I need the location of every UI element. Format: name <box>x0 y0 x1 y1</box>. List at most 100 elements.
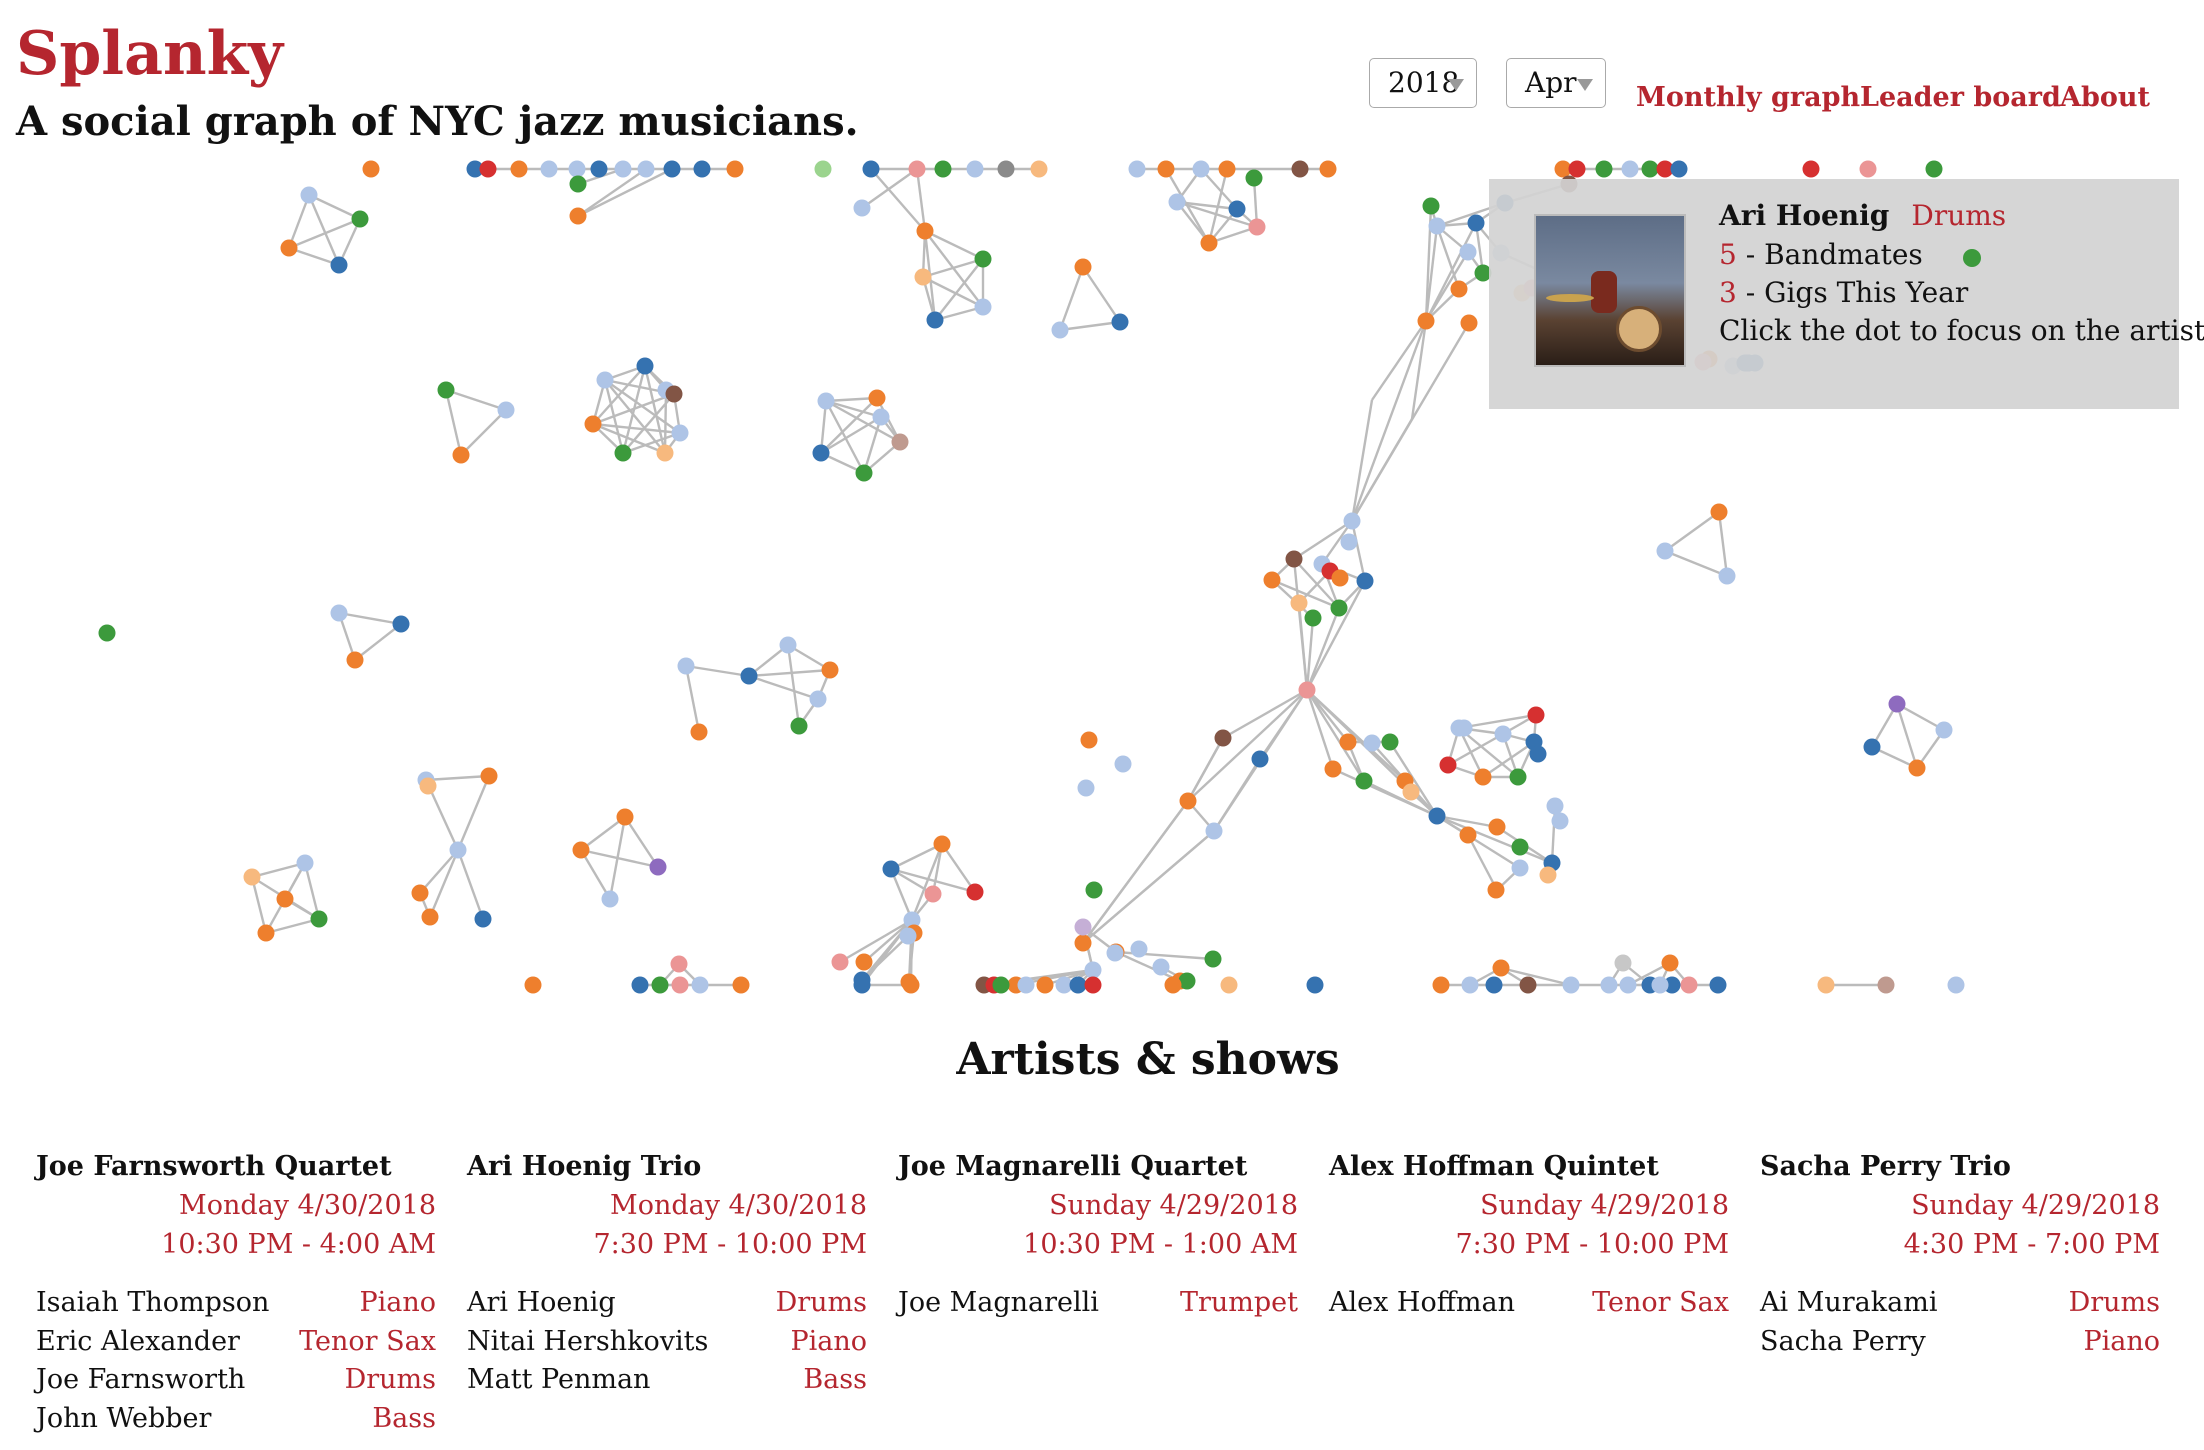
artist-node[interactable] <box>903 977 920 994</box>
artist-node[interactable] <box>1344 513 1361 530</box>
artist-node[interactable] <box>297 855 314 872</box>
artist-node[interactable] <box>652 977 669 994</box>
show-card[interactable]: Joe Magnarelli Quartet Sunday 4/29/2018 … <box>898 1148 1298 1323</box>
show-card[interactable]: Ari Hoenig Trio Monday 4/30/2018 7:30 PM… <box>467 1148 867 1400</box>
artist-node[interactable] <box>1547 798 1564 815</box>
member-row[interactable]: Ari Hoenig Drums <box>467 1284 867 1323</box>
artist-node[interactable] <box>244 869 261 886</box>
artist-node[interactable] <box>869 390 886 407</box>
year-select[interactable]: 2018 <box>1369 58 1477 108</box>
member-row[interactable]: Alex Hoffman Tenor Sax <box>1329 1284 1729 1323</box>
member-row[interactable]: Eric Alexander Tenor Sax <box>36 1323 436 1362</box>
artist-node[interactable] <box>363 161 380 178</box>
member-row[interactable]: Matt Penman Bass <box>467 1361 867 1400</box>
artist-node[interactable] <box>998 161 1015 178</box>
artist-node[interactable] <box>615 445 632 462</box>
artist-node[interactable] <box>1540 867 1557 884</box>
artist-node[interactable] <box>927 312 944 329</box>
artist-node[interactable] <box>1601 977 1618 994</box>
artist-node[interactable] <box>1429 218 1446 235</box>
artist-node[interactable] <box>818 393 835 410</box>
artist-node[interactable] <box>993 977 1010 994</box>
artist-node[interactable] <box>1018 977 1035 994</box>
artist-node[interactable] <box>1569 161 1586 178</box>
artist-node[interactable] <box>694 161 711 178</box>
artist-node[interactable] <box>1451 720 1468 737</box>
artist-node[interactable] <box>967 884 984 901</box>
artist-node[interactable] <box>678 658 695 675</box>
show-card[interactable]: Alex Hoffman Quintet Sunday 4/29/2018 7:… <box>1329 1148 1729 1323</box>
artist-node[interactable] <box>1460 827 1477 844</box>
artist-node[interactable] <box>1860 161 1877 178</box>
artist-node[interactable] <box>1936 722 1953 739</box>
artist-node[interactable] <box>1325 761 1342 778</box>
artist-node[interactable] <box>917 223 934 240</box>
member-row[interactable]: Sacha Perry Piano <box>1760 1323 2160 1362</box>
artist-node[interactable] <box>569 161 586 178</box>
artist-node[interactable] <box>1307 977 1324 994</box>
artist-node[interactable] <box>1221 977 1238 994</box>
artist-node[interactable] <box>1201 235 1218 252</box>
nav-about[interactable]: About <box>2060 78 2150 118</box>
artist-node[interactable] <box>727 161 744 178</box>
artist-node[interactable] <box>1229 201 1246 218</box>
artist-node[interactable] <box>1292 161 1309 178</box>
artist-node[interactable] <box>541 161 558 178</box>
member-row[interactable]: Ai Murakami Drums <box>1760 1284 2160 1323</box>
show-card[interactable]: Sacha Perry Trio Sunday 4/29/2018 4:30 P… <box>1760 1148 2160 1361</box>
artist-node[interactable] <box>856 465 873 482</box>
artist-node[interactable] <box>1662 955 1679 972</box>
artist-node[interactable] <box>892 434 909 451</box>
show-title[interactable]: Alex Hoffman Quintet <box>1329 1148 1729 1186</box>
artist-node[interactable] <box>498 402 515 419</box>
artist-node[interactable] <box>1169 194 1186 211</box>
artist-node[interactable] <box>1112 314 1129 331</box>
artist-node[interactable] <box>331 257 348 274</box>
artist-node[interactable] <box>657 445 674 462</box>
artist-node[interactable] <box>1153 959 1170 976</box>
artist-node[interactable] <box>1462 977 1479 994</box>
artist-node[interactable] <box>813 445 830 462</box>
artist-node[interactable] <box>666 386 683 403</box>
nav-leader-board[interactable]: Leader board <box>1860 78 2061 118</box>
artist-node[interactable] <box>1252 751 1269 768</box>
artist-node[interactable] <box>1719 568 1736 585</box>
artist-node[interactable] <box>1364 735 1381 752</box>
artist-node[interactable] <box>1552 813 1569 830</box>
artist-node[interactable] <box>1512 839 1529 856</box>
artist-node[interactable] <box>1596 161 1613 178</box>
artist-node[interactable] <box>481 768 498 785</box>
artist-node[interactable] <box>1081 732 1098 749</box>
artist-node[interactable] <box>1948 977 1965 994</box>
artist-node[interactable] <box>733 977 750 994</box>
artist-node[interactable] <box>1495 726 1512 743</box>
artist-node[interactable] <box>1341 534 1358 551</box>
artist-node[interactable] <box>637 358 654 375</box>
artist-node[interactable] <box>1418 313 1435 330</box>
artist-node[interactable] <box>1710 977 1727 994</box>
artist-node[interactable] <box>909 161 926 178</box>
artist-node[interactable] <box>810 691 827 708</box>
artist-node[interactable] <box>854 977 871 994</box>
artist-node[interactable] <box>1486 977 1503 994</box>
artist-node[interactable] <box>967 161 984 178</box>
artist-node[interactable] <box>281 240 298 257</box>
artist-node[interactable] <box>1423 198 1440 215</box>
artist-node[interactable] <box>741 668 758 685</box>
artist-node[interactable] <box>1510 769 1527 786</box>
artist-node[interactable] <box>615 161 632 178</box>
artist-node[interactable] <box>975 251 992 268</box>
artist-node[interactable] <box>1493 960 1510 977</box>
artist-node[interactable] <box>591 161 608 178</box>
artist-node[interactable] <box>585 416 602 433</box>
artist-node[interactable] <box>1264 572 1281 589</box>
artist-node[interactable] <box>311 911 328 928</box>
artist-node[interactable] <box>480 161 497 178</box>
artist-node[interactable] <box>1340 734 1357 751</box>
artist-node[interactable] <box>1291 595 1308 612</box>
artist-node[interactable] <box>597 372 614 389</box>
member-row[interactable]: Joe Magnarelli Trumpet <box>898 1284 1298 1323</box>
artist-node[interactable] <box>854 200 871 217</box>
artist-node[interactable] <box>1461 315 1478 332</box>
nav-monthly-graph[interactable]: Monthly graph <box>1636 78 1860 118</box>
